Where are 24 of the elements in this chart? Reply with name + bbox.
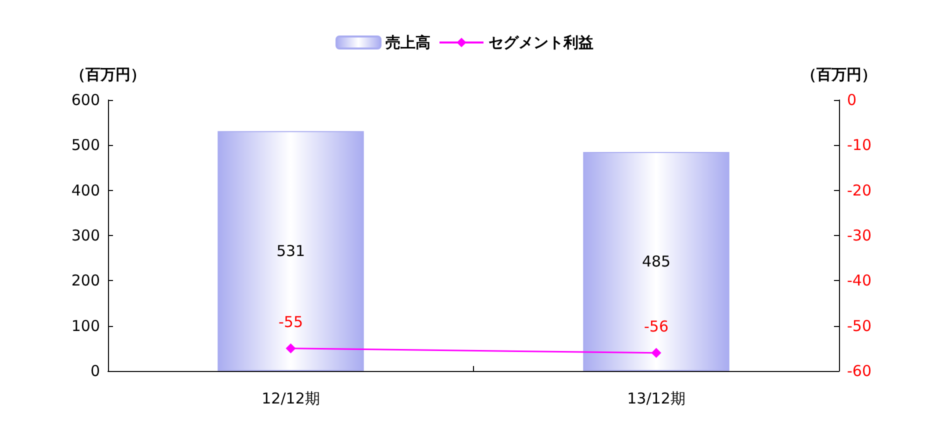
y-tick-label: 100 bbox=[71, 316, 100, 335]
x-tick-label: 12/12期 bbox=[262, 390, 320, 408]
y2-axis-title: （百万円） bbox=[802, 66, 876, 84]
data-label: -56 bbox=[644, 317, 668, 336]
y-tick-label: 300 bbox=[71, 226, 100, 244]
y-tick-label: 200 bbox=[71, 272, 100, 290]
y2-tick-label: -60 bbox=[847, 362, 872, 380]
y2-tick-label: -30 bbox=[847, 226, 872, 244]
data-label: -55 bbox=[278, 312, 303, 331]
legend-label: セグメント利益 bbox=[488, 34, 594, 52]
y-tick-label: 600 bbox=[71, 91, 100, 109]
x-tick-label: 13/12期 bbox=[627, 390, 686, 408]
y2-tick-label: -20 bbox=[847, 181, 872, 200]
legend-label: 売上高 bbox=[386, 34, 430, 52]
data-label: 485 bbox=[642, 252, 671, 270]
y2-tick-label: -10 bbox=[847, 136, 872, 154]
y2-tick-label: -40 bbox=[847, 272, 872, 290]
y2-tick-label: -50 bbox=[847, 316, 872, 335]
data-label: 531 bbox=[276, 242, 306, 260]
y-axis-title: （百万円） bbox=[70, 66, 146, 84]
y-tick-label: 400 bbox=[71, 181, 100, 200]
y-tick-label: 500 bbox=[71, 136, 100, 154]
y-tick-label: 0 bbox=[90, 362, 100, 380]
y2-tick-label: 0 bbox=[847, 91, 857, 109]
